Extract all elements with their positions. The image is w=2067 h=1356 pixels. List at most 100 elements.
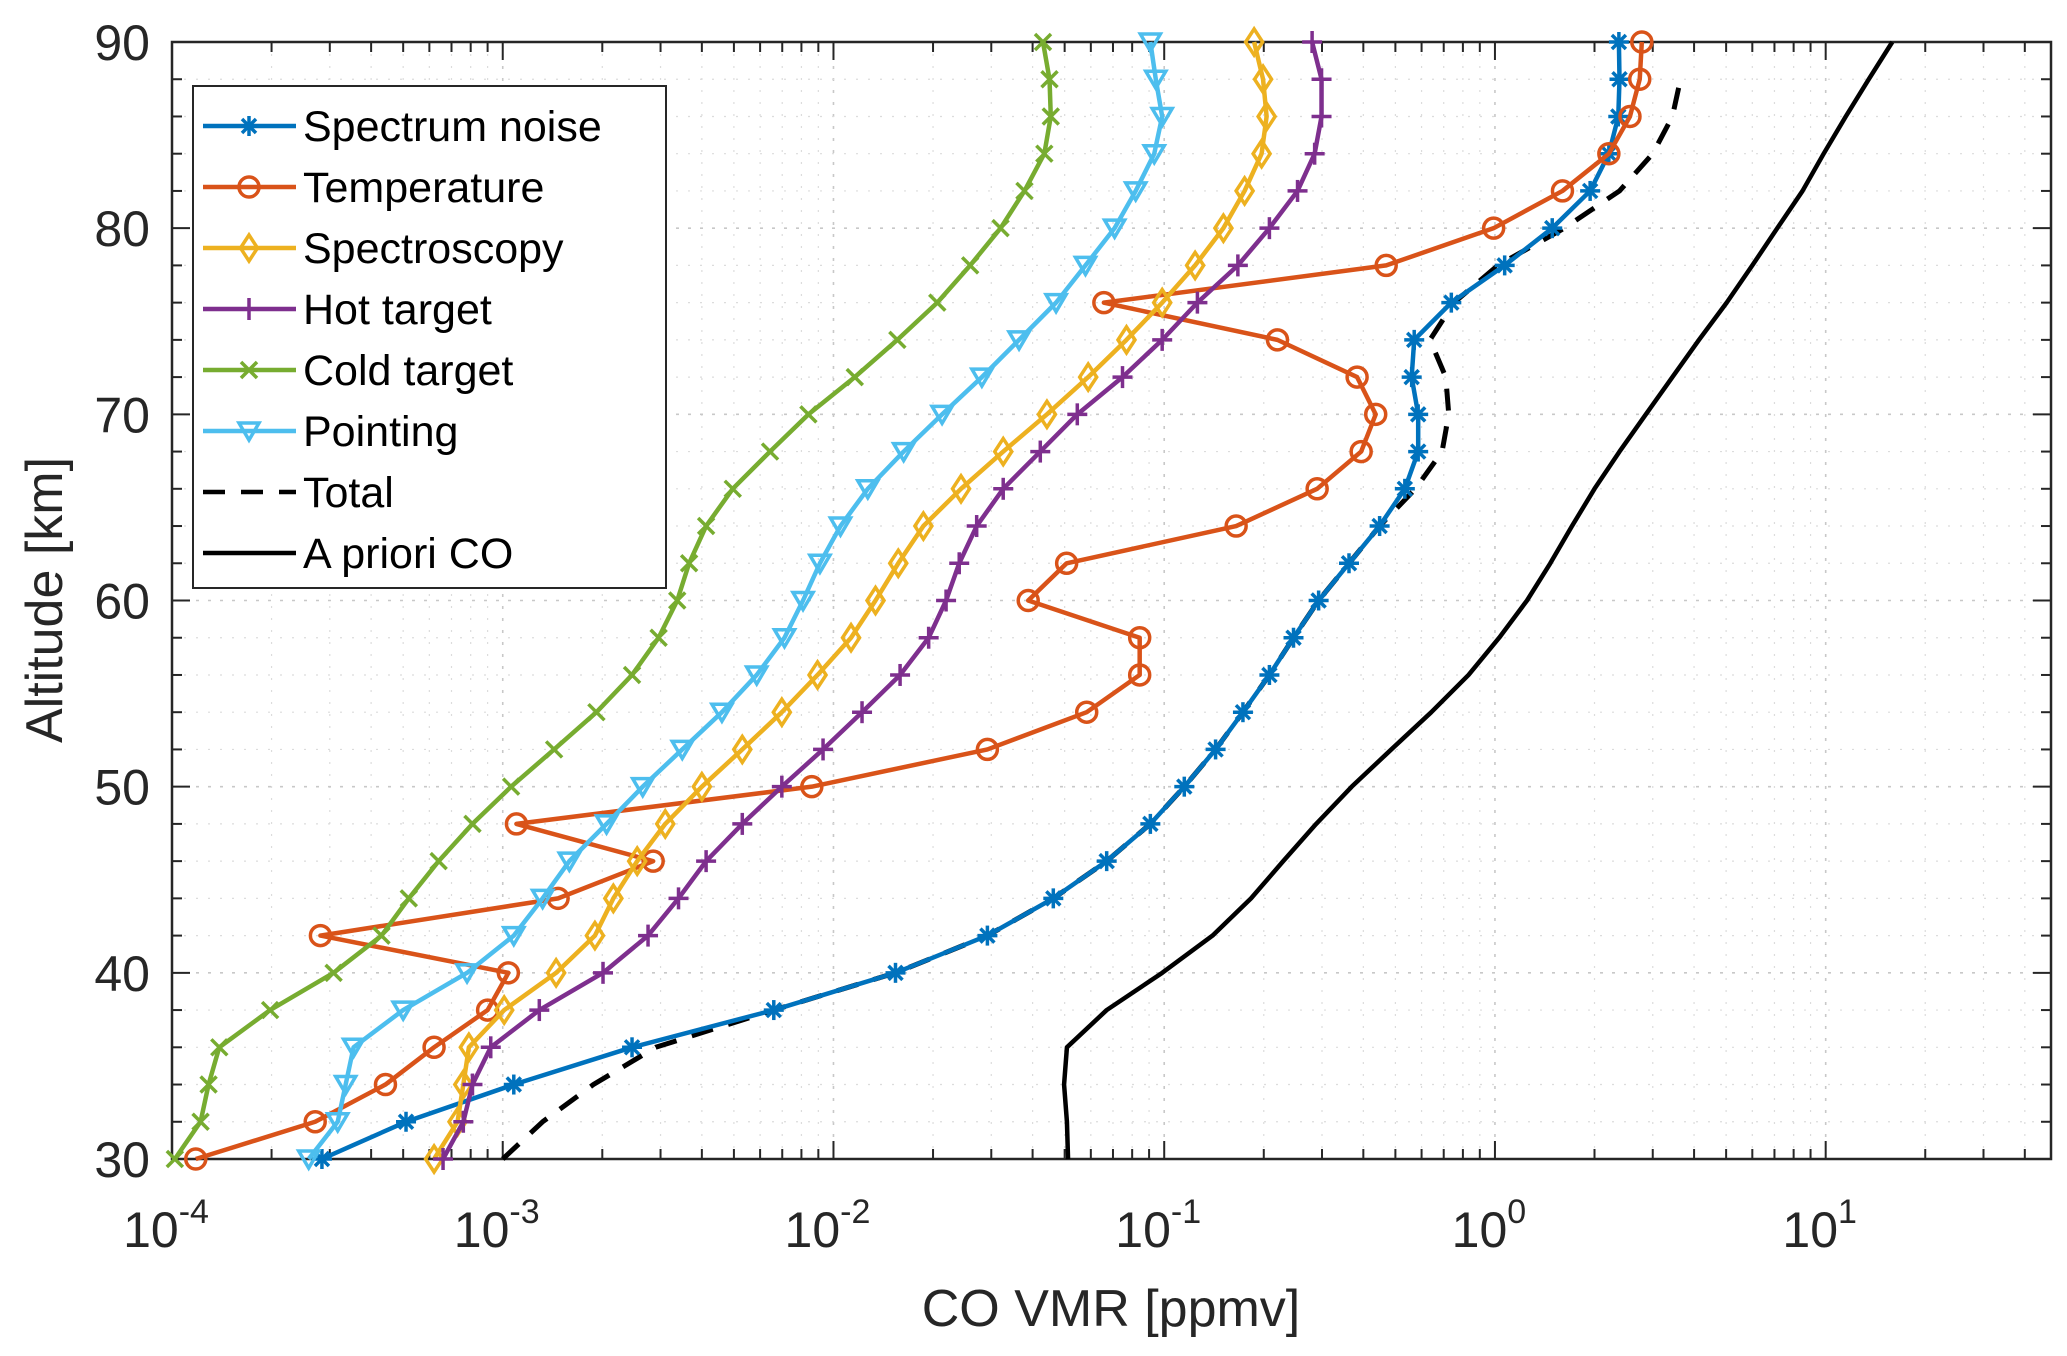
legend-label: Spectrum noise — [303, 103, 602, 151]
data-point — [1205, 739, 1226, 760]
marker-diamond — [691, 770, 713, 803]
data-point — [423, 1142, 445, 1176]
data-point — [1127, 625, 1152, 650]
marker-diamond — [1234, 174, 1256, 208]
marker-circle — [1345, 365, 1369, 389]
data-point — [1096, 851, 1117, 872]
data-point — [1115, 323, 1138, 357]
marker-diamond — [840, 621, 862, 654]
data-point — [1311, 68, 1332, 91]
legend-label: Temperature — [303, 164, 544, 212]
marker-triangle — [929, 404, 956, 427]
data-point — [529, 999, 550, 1022]
series-pointing — [295, 32, 1176, 1172]
marker-circle — [1305, 477, 1329, 501]
marker-stroke — [544, 740, 564, 759]
y-tick-label: 80 — [94, 201, 150, 257]
data-point — [1265, 328, 1290, 352]
data-point — [1232, 702, 1253, 723]
data-point — [501, 777, 521, 796]
legend-label: Pointing — [303, 408, 458, 456]
data-point — [918, 626, 939, 649]
marker-diamond — [1212, 211, 1234, 245]
data-point — [503, 1074, 524, 1095]
data-point — [1627, 67, 1652, 91]
data-point — [888, 330, 907, 350]
data-point — [960, 256, 980, 275]
data-point — [1033, 32, 1053, 52]
data-point — [602, 882, 624, 915]
marker-circle — [800, 774, 824, 799]
marker-stroke — [463, 814, 482, 834]
marker-stroke — [679, 554, 699, 573]
data-point — [1227, 254, 1248, 277]
data-point — [1092, 290, 1116, 315]
legend-item-total: Total — [203, 469, 394, 517]
marker-diamond — [887, 547, 909, 580]
legend-marker — [235, 421, 263, 444]
marker-stroke — [1040, 69, 1059, 89]
data-point — [1212, 211, 1234, 245]
marker-stroke — [760, 442, 780, 461]
marker-diamond — [992, 435, 1014, 468]
data-point — [669, 739, 696, 762]
data-point — [1077, 360, 1099, 394]
data-point — [1349, 439, 1373, 464]
marker-circle — [1092, 290, 1116, 315]
marker-stroke — [1409, 443, 1427, 460]
data-point — [373, 1072, 398, 1097]
series-group — [165, 25, 1895, 1176]
data-point — [622, 665, 642, 685]
x-tick-label: 10-3 — [454, 1193, 540, 1258]
x-tick-label: 10-1 — [1115, 1193, 1201, 1258]
marker-stroke — [991, 218, 1010, 238]
data-point — [1036, 398, 1058, 431]
marker-stroke — [239, 360, 259, 380]
data-point — [396, 1111, 417, 1132]
marker-stroke — [1496, 257, 1513, 274]
marker-circle — [422, 1035, 446, 1060]
series-line-a-priori-co — [1061, 40, 1895, 1160]
data-point — [771, 775, 792, 798]
data-point — [308, 923, 333, 948]
data-point — [977, 925, 998, 946]
data-point — [191, 1112, 210, 1132]
legend: Spectrum noise Temperature Spectroscopy Hot… — [192, 85, 667, 589]
marker-stroke — [1234, 703, 1252, 721]
data-point — [496, 961, 521, 985]
data-point — [1101, 218, 1128, 241]
data-point — [890, 441, 917, 465]
marker-stroke — [1409, 406, 1427, 423]
data-point — [1149, 106, 1176, 129]
data-point — [1251, 137, 1273, 170]
marker-triangle — [1043, 292, 1070, 316]
data-point — [422, 1035, 446, 1060]
marker-triangle — [629, 776, 656, 800]
legend-label: Total — [303, 469, 394, 517]
data-point — [799, 405, 818, 424]
series-line-spectroscopy — [432, 41, 1269, 1161]
data-point — [340, 1037, 367, 1060]
data-point — [649, 628, 668, 647]
series-cold-target — [165, 32, 1061, 1169]
marker-circle — [1363, 402, 1388, 427]
legend-label: Spectroscopy — [303, 225, 564, 273]
data-point — [1618, 104, 1642, 129]
data-point — [260, 1000, 280, 1020]
series-a-priori-co — [1061, 40, 1895, 1160]
data-point — [1137, 32, 1164, 55]
marker-stroke — [1403, 368, 1420, 386]
data-point — [1184, 249, 1206, 282]
data-point — [1494, 255, 1515, 276]
marker-stroke — [623, 1039, 641, 1056]
data-point — [1394, 478, 1415, 499]
marker-diamond — [1184, 249, 1206, 282]
marker-triangle — [1141, 143, 1168, 167]
data-point — [1597, 141, 1621, 166]
marker-circle — [1054, 551, 1079, 576]
data-point — [1256, 100, 1278, 133]
data-point — [966, 515, 987, 538]
data-point — [556, 851, 583, 874]
data-point — [1142, 69, 1169, 92]
data-point — [1287, 179, 1308, 202]
